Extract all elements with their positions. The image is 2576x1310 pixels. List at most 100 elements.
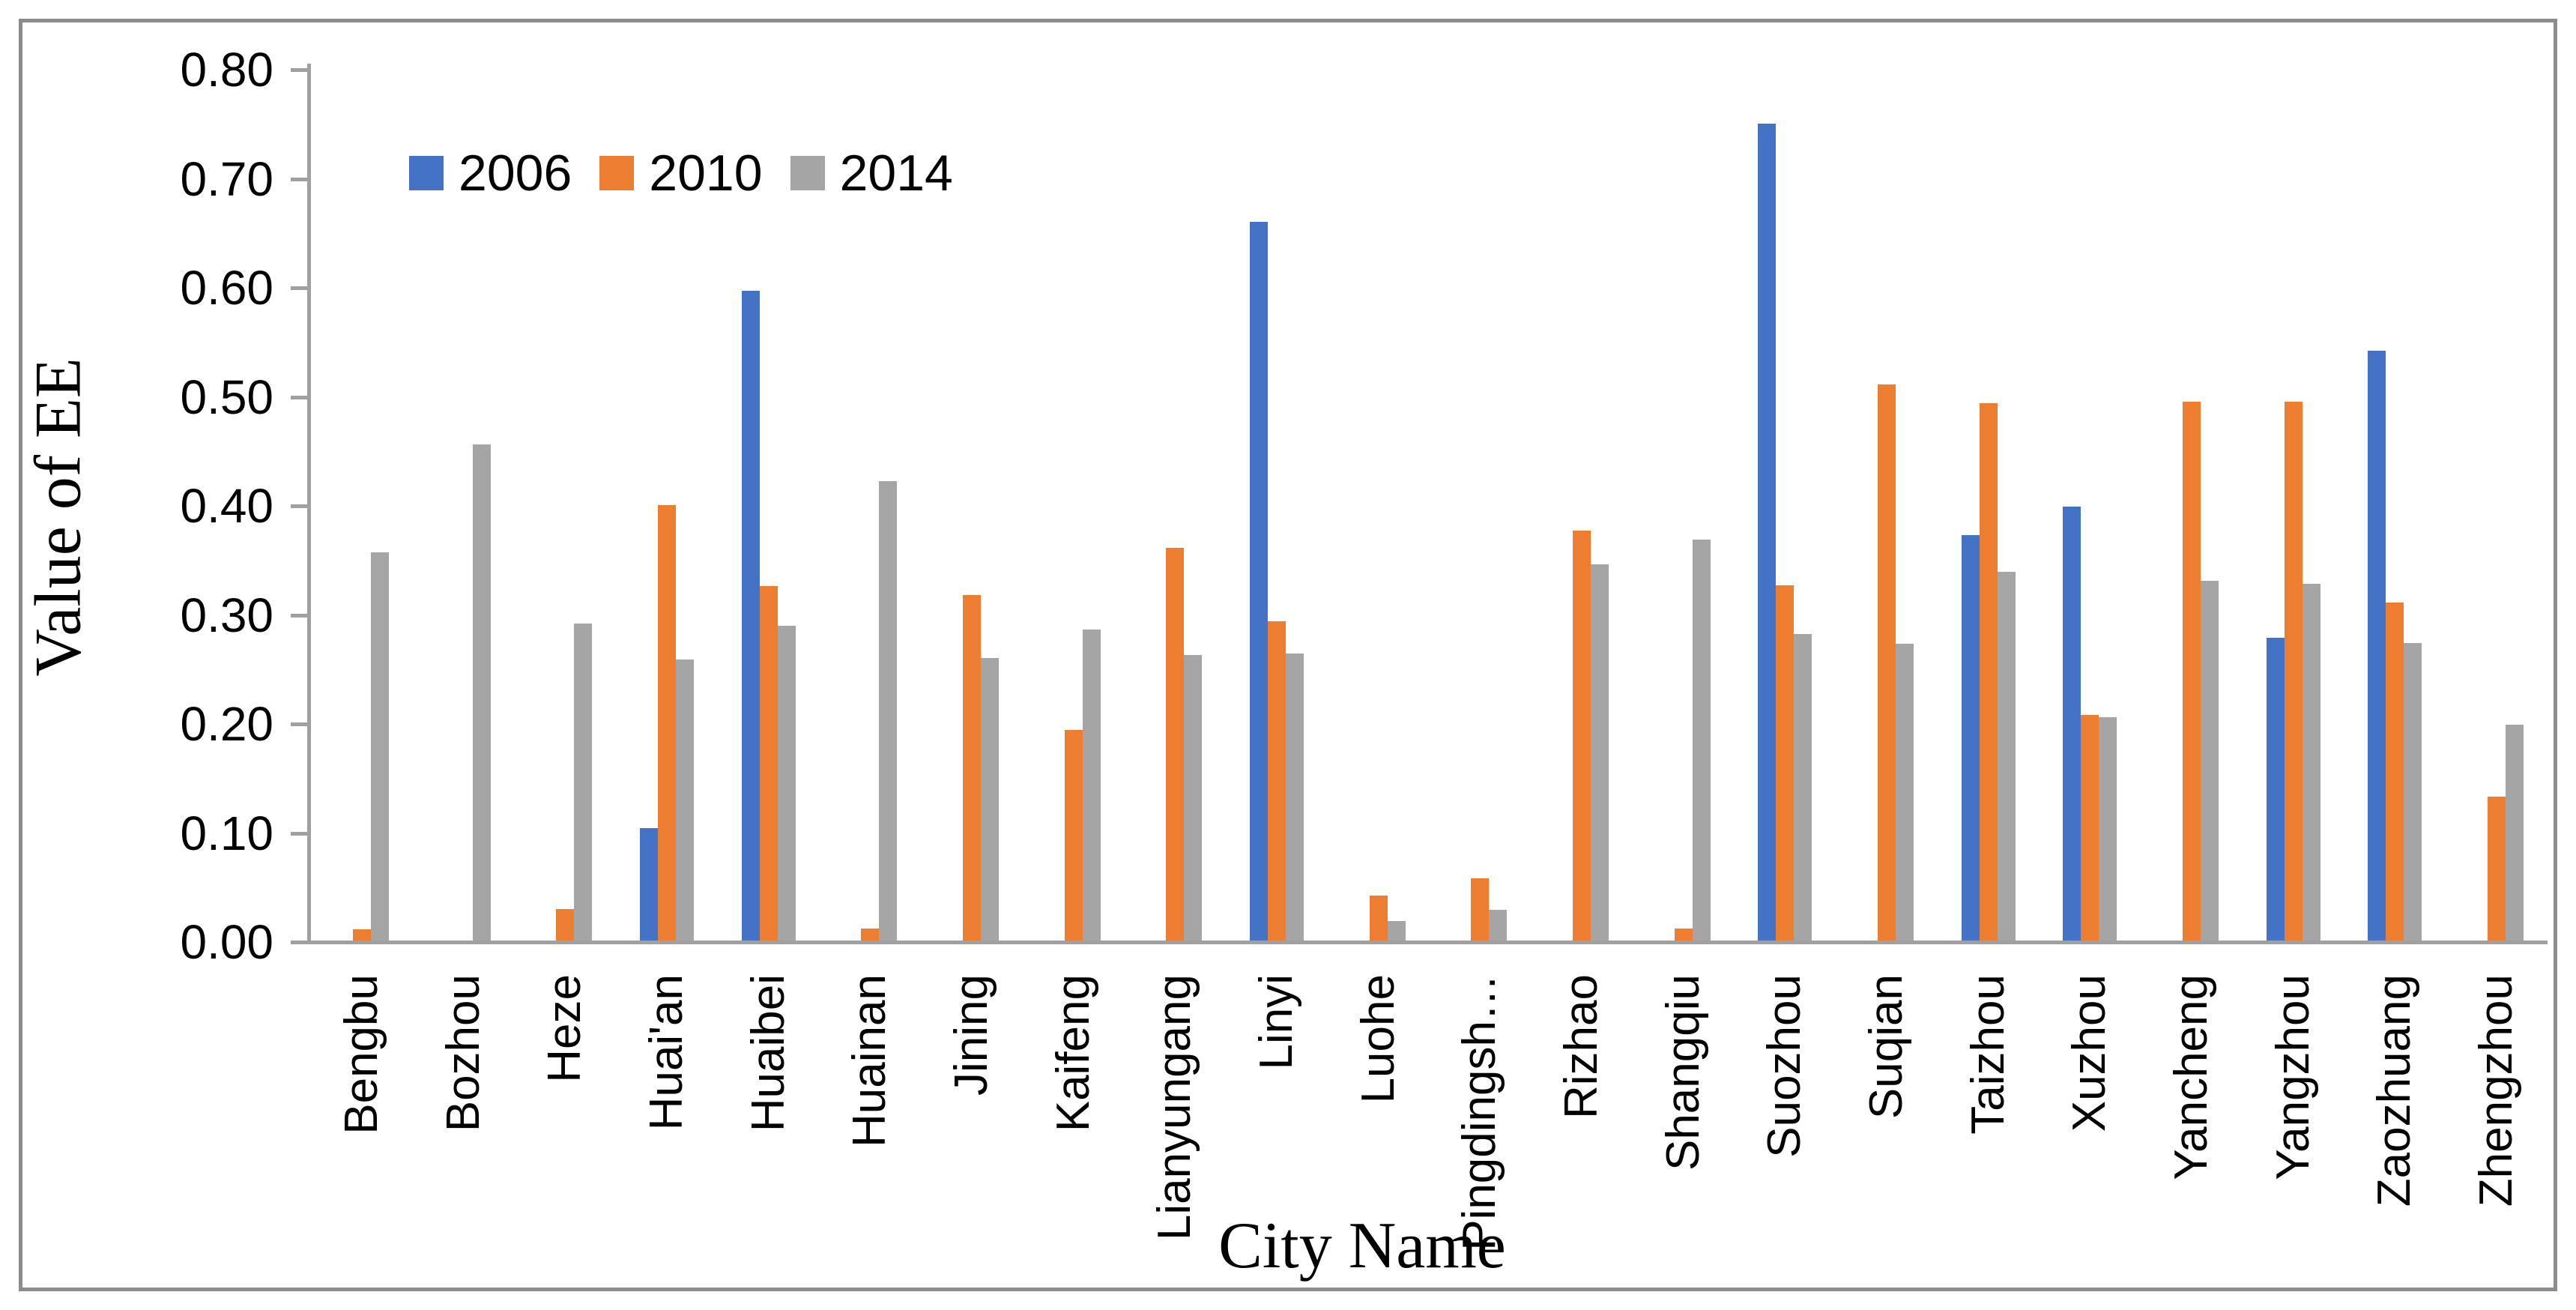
x-category-label-Bengbu: Bengbu: [336, 974, 387, 1135]
bar-2010-Xuzhou: [2081, 715, 2099, 941]
bar-2014-Pingdingsh…: [1489, 910, 1507, 941]
y-tick-mark: [291, 831, 307, 836]
x-axis-title: City Name: [1218, 1210, 1506, 1282]
bar-2006-Linyi: [1250, 222, 1268, 941]
legend-item-2010: 2010: [599, 145, 763, 202]
x-category-label-Suqian: Suqian: [1860, 974, 1912, 1120]
x-category-label-Kaifeng: Kaifeng: [1047, 974, 1099, 1132]
bar-2006-Huaibei: [742, 291, 760, 941]
bar-2014-Bengbu: [371, 552, 389, 941]
bar-2010-Zaozhuang: [2386, 603, 2404, 941]
x-category-label-Lianyungang: Lianyungang: [1149, 974, 1200, 1241]
legend-item-2014: 2014: [790, 145, 953, 202]
bar-2010-Huainan: [861, 929, 879, 941]
bar-2014-Kaifeng: [1083, 630, 1101, 941]
x-category-label-Luohe: Luohe: [1352, 974, 1404, 1104]
bar-2010-Huai'an: [658, 505, 676, 941]
bar-2014-Linyi: [1286, 654, 1304, 941]
x-axis-line: [307, 941, 2548, 944]
bar-2006-Xuzhou: [2063, 507, 2081, 941]
bar-2014-Zaozhuang: [2404, 643, 2422, 941]
bar-2010-Kaifeng: [1065, 730, 1083, 941]
bar-2014-Suqian: [1896, 644, 1914, 941]
y-tick-label: 0.30: [180, 588, 273, 642]
bar-2010-Shangqiu: [1675, 929, 1693, 941]
bar-2014-Yancheng: [2201, 581, 2219, 941]
y-axis-title: Value of EE: [22, 357, 95, 677]
x-category-label-Yangzhou: Yangzhou: [2267, 974, 2319, 1180]
y-tick-mark: [291, 941, 307, 944]
y-tick-mark: [291, 177, 307, 181]
x-category-label-Huainan: Huainan: [844, 974, 895, 1147]
y-tick-mark: [291, 613, 307, 618]
bar-2010-Linyi: [1268, 621, 1286, 941]
legend-label-2010: 2010: [649, 145, 763, 202]
bar-2014-Jining: [981, 658, 999, 941]
bar-2014-Taizhou: [1998, 572, 2016, 941]
x-category-label-Xuzhou: Xuzhou: [2063, 974, 2115, 1132]
bar-2014-Suozhou: [1794, 634, 1812, 941]
bar-2010-Huaibei: [760, 586, 778, 941]
bar-2014-Rizhao: [1591, 564, 1609, 941]
legend-swatch-2014: [790, 156, 825, 190]
bar-2010-Bengbu: [353, 929, 371, 941]
x-category-label-Shangqiu: Shangqiu: [1657, 974, 1709, 1171]
x-category-label-Taizhou: Taizhou: [1962, 974, 2014, 1135]
bar-2010-Taizhou: [1980, 403, 1998, 941]
x-category-label-Zaozhuang: Zaozhuang: [2368, 974, 2420, 1207]
y-tick-mark: [291, 286, 307, 290]
bar-2010-Yancheng: [2183, 402, 2201, 941]
bar-2010-Luohe: [1370, 896, 1388, 941]
bar-2010-Suqian: [1878, 384, 1896, 941]
bar-2014-Yangzhou: [2303, 584, 2320, 941]
bar-2014-Xuzhou: [2099, 717, 2117, 941]
x-category-label-Rizhao: Rizhao: [1555, 974, 1607, 1119]
bar-2014-Lianyungang: [1184, 655, 1202, 941]
bar-2014-Shangqiu: [1693, 540, 1711, 941]
bar-2014-Huaibei: [778, 626, 796, 941]
bar-2010-Lianyungang: [1166, 548, 1184, 941]
y-tick-mark: [291, 68, 307, 72]
y-tick-label: 0.60: [180, 261, 273, 315]
y-tick-mark: [291, 395, 307, 399]
y-tick-label: 0.70: [180, 151, 273, 206]
x-category-label-Linyi: Linyi: [1251, 974, 1302, 1070]
legend-swatch-2010: [599, 156, 635, 190]
legend-swatch-2006: [409, 156, 444, 190]
legend-label-2006: 2006: [459, 145, 572, 202]
x-category-label-Heze: Heze: [539, 974, 590, 1083]
bar-2014-Huainan: [879, 481, 897, 941]
bar-2010-Rizhao: [1573, 531, 1591, 941]
y-tick-label: 0.00: [180, 915, 273, 969]
legend-item-2006: 2006: [409, 145, 572, 202]
legend-label-2014: 2014: [839, 145, 953, 202]
bar-2006-Huai'an: [640, 828, 658, 941]
bar-2010-Jining: [963, 595, 981, 941]
bar-2010-Suozhou: [1776, 585, 1794, 941]
bar-2010-Pingdingsh…: [1471, 878, 1489, 941]
y-tick-label: 0.80: [180, 43, 273, 97]
bar-2006-Taizhou: [1962, 535, 1980, 941]
bar-2010-Heze: [556, 909, 574, 941]
bar-2010-Zhengzhou: [2488, 797, 2506, 941]
bar-2014-Bozhou: [473, 444, 491, 941]
y-tick-mark: [291, 504, 307, 508]
x-category-label-Suozhou: Suozhou: [1759, 974, 1810, 1158]
bar-2006-Yangzhou: [2267, 638, 2285, 941]
x-category-label-Yancheng: Yancheng: [2165, 974, 2217, 1180]
y-axis-line: [307, 64, 311, 944]
y-tick-mark: [291, 722, 307, 726]
legend: 2006 2010 2014: [409, 145, 953, 202]
bar-2006-Suozhou: [1758, 124, 1776, 941]
y-tick-label: 0.40: [180, 479, 273, 533]
bar-2014-Zhengzhou: [2506, 725, 2524, 941]
bar-2014-Huai'an: [676, 659, 694, 941]
y-tick-label: 0.20: [180, 697, 273, 751]
x-category-label-Pingdingsh…: Pingdingsh…: [1454, 974, 1505, 1251]
bar-2006-Zaozhuang: [2368, 351, 2386, 941]
x-category-label-Huai'an: Huai'an: [641, 974, 692, 1131]
figure-border: [19, 19, 2557, 1291]
bar-2014-Luohe: [1388, 921, 1406, 941]
bar-2014-Heze: [574, 624, 592, 941]
